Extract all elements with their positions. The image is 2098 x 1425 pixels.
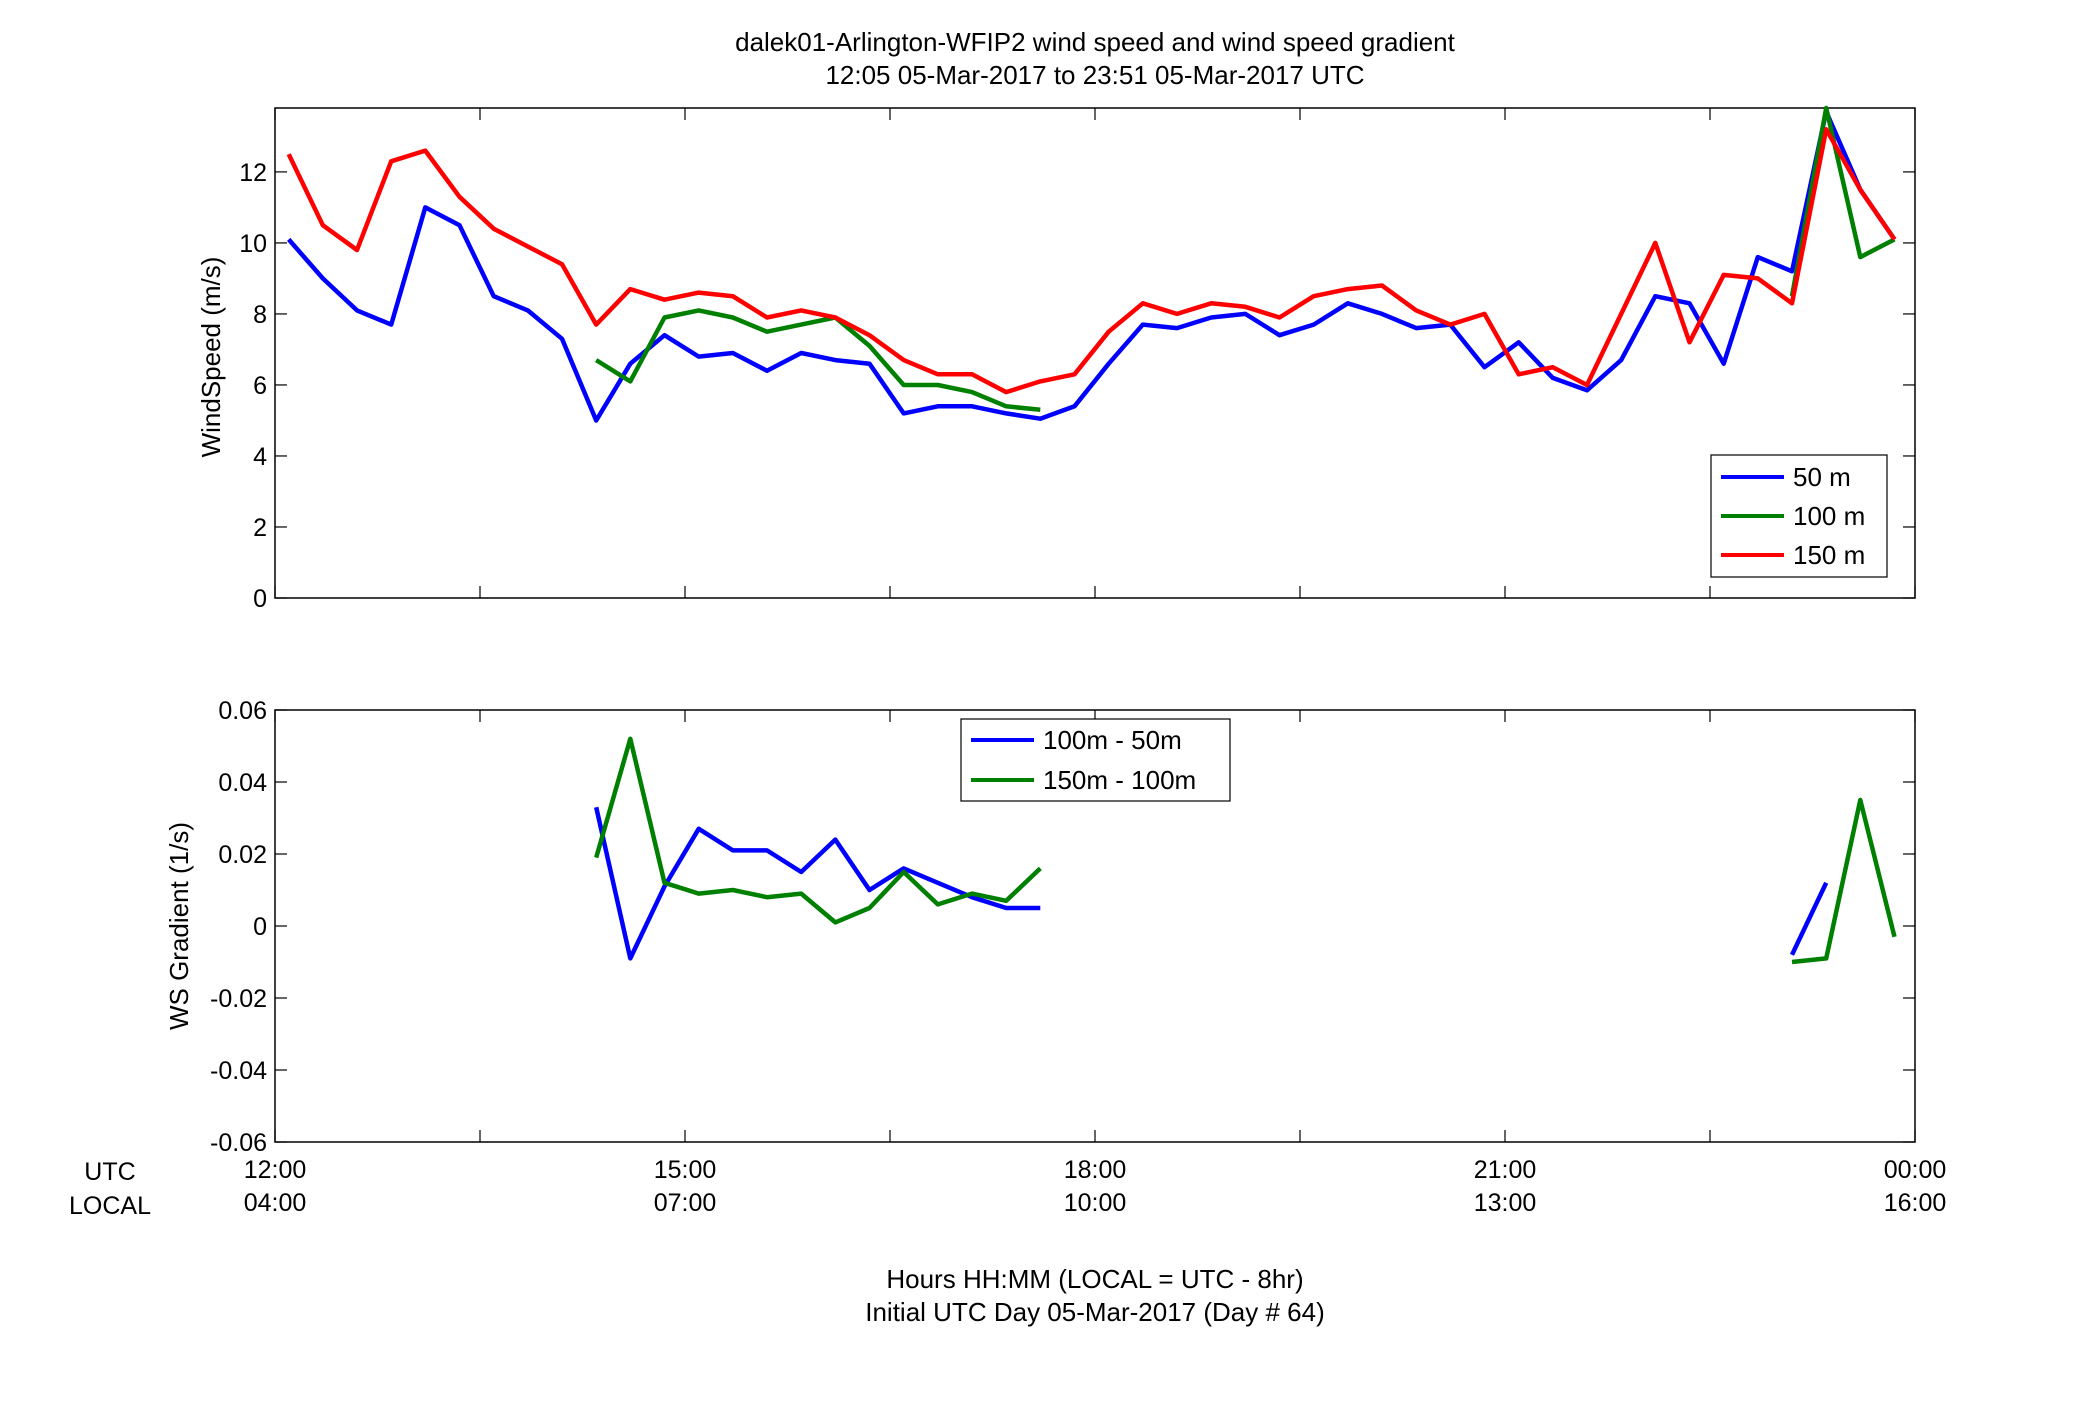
ws-y-tick-label: 2 (253, 514, 267, 542)
ws-y-tick-label: 0 (253, 585, 267, 613)
grad-y-tick-label: -0.04 (210, 1057, 267, 1085)
ws-y-tick-label: 12 (239, 159, 267, 187)
local-tick-label: 13:00 (1474, 1189, 1537, 1217)
grad-y-tick-label: -0.06 (210, 1129, 267, 1157)
utc-tick-label: 18:00 (1064, 1156, 1127, 1184)
utc-tick-label: 12:00 (244, 1156, 307, 1184)
grad-y-tick-label: 0 (253, 913, 267, 941)
utc-tick-label: 21:00 (1474, 1156, 1537, 1184)
x-axis-label-line2: Initial UTC Day 05-Mar-2017 (Day # 64) (865, 1297, 1325, 1327)
ws-y-tick-label: 6 (253, 372, 267, 400)
legend-label-100m: 100 m (1793, 501, 1865, 531)
grad-series-line-150m-100m (1791, 797, 1897, 965)
grad-y-tick-label: -0.02 (210, 985, 267, 1013)
utc-row-label: UTC (84, 1158, 135, 1186)
x-axis-label-line1: Hours HH:MM (LOCAL = UTC - 8hr) (886, 1264, 1303, 1294)
utc-tick-label: 15:00 (654, 1156, 717, 1184)
wind-speed-y-axis-label: WindSpeed (m/s) (196, 257, 226, 458)
gradient-y-axis-label: WS Gradient (1/s) (164, 822, 194, 1030)
ws-series-line-100-m (1789, 105, 1896, 297)
gradient-legend: 100m - 50m 150m - 100m (960, 718, 1231, 802)
grad-y-tick-label: 0.02 (218, 841, 267, 869)
chart-title-line1: dalek01-Arlington-WFIP2 wind speed and w… (735, 27, 1456, 57)
ws-series-line-100-m (595, 308, 1041, 413)
grad-series-line-150m-100m (594, 736, 1042, 925)
local-row-label: LOCAL (69, 1192, 151, 1220)
chart-title-line2: 12:05 05-Mar-2017 to 23:51 05-Mar-2017 U… (825, 60, 1364, 90)
legend-label-grad-150-100: 150m - 100m (1043, 765, 1196, 795)
wind-speed-panel: 0 2 4 6 8 10 12 WindSpeed (m/s) 50 m 100 m 150… (196, 105, 1916, 613)
gradient-panel: -0.06 -0.04 -0.02 0 0.02 0.04 0.06 WS Gradient… (164, 697, 1916, 1157)
ws-y-tick-label: 4 (253, 443, 267, 471)
grad-series-line-100m-50m (1789, 881, 1829, 956)
wind-speed-plot-area (274, 107, 1916, 599)
grad-y-tick-label: 0.06 (218, 697, 267, 725)
ws-series-line-50-m (287, 109, 1897, 423)
local-tick-label: 10:00 (1064, 1189, 1127, 1217)
utc-tick-label: 00:00 (1884, 1156, 1947, 1184)
legend-label-grad-100-50: 100m - 50m (1043, 725, 1182, 755)
local-tick-label: 04:00 (244, 1189, 307, 1217)
local-tick-label: 16:00 (1884, 1189, 1947, 1217)
ws-y-tick-label: 10 (239, 230, 267, 258)
legend-label-150m: 150 m (1793, 540, 1865, 570)
wind-speed-legend: 50 m 100 m 150 m (1710, 454, 1888, 578)
legend-label-50m: 50 m (1793, 462, 1851, 492)
ws-series-line-150-m (286, 127, 1897, 395)
local-tick-label: 07:00 (654, 1189, 717, 1217)
ws-y-tick-label: 8 (253, 301, 267, 329)
grad-y-tick-label: 0.04 (218, 769, 267, 797)
